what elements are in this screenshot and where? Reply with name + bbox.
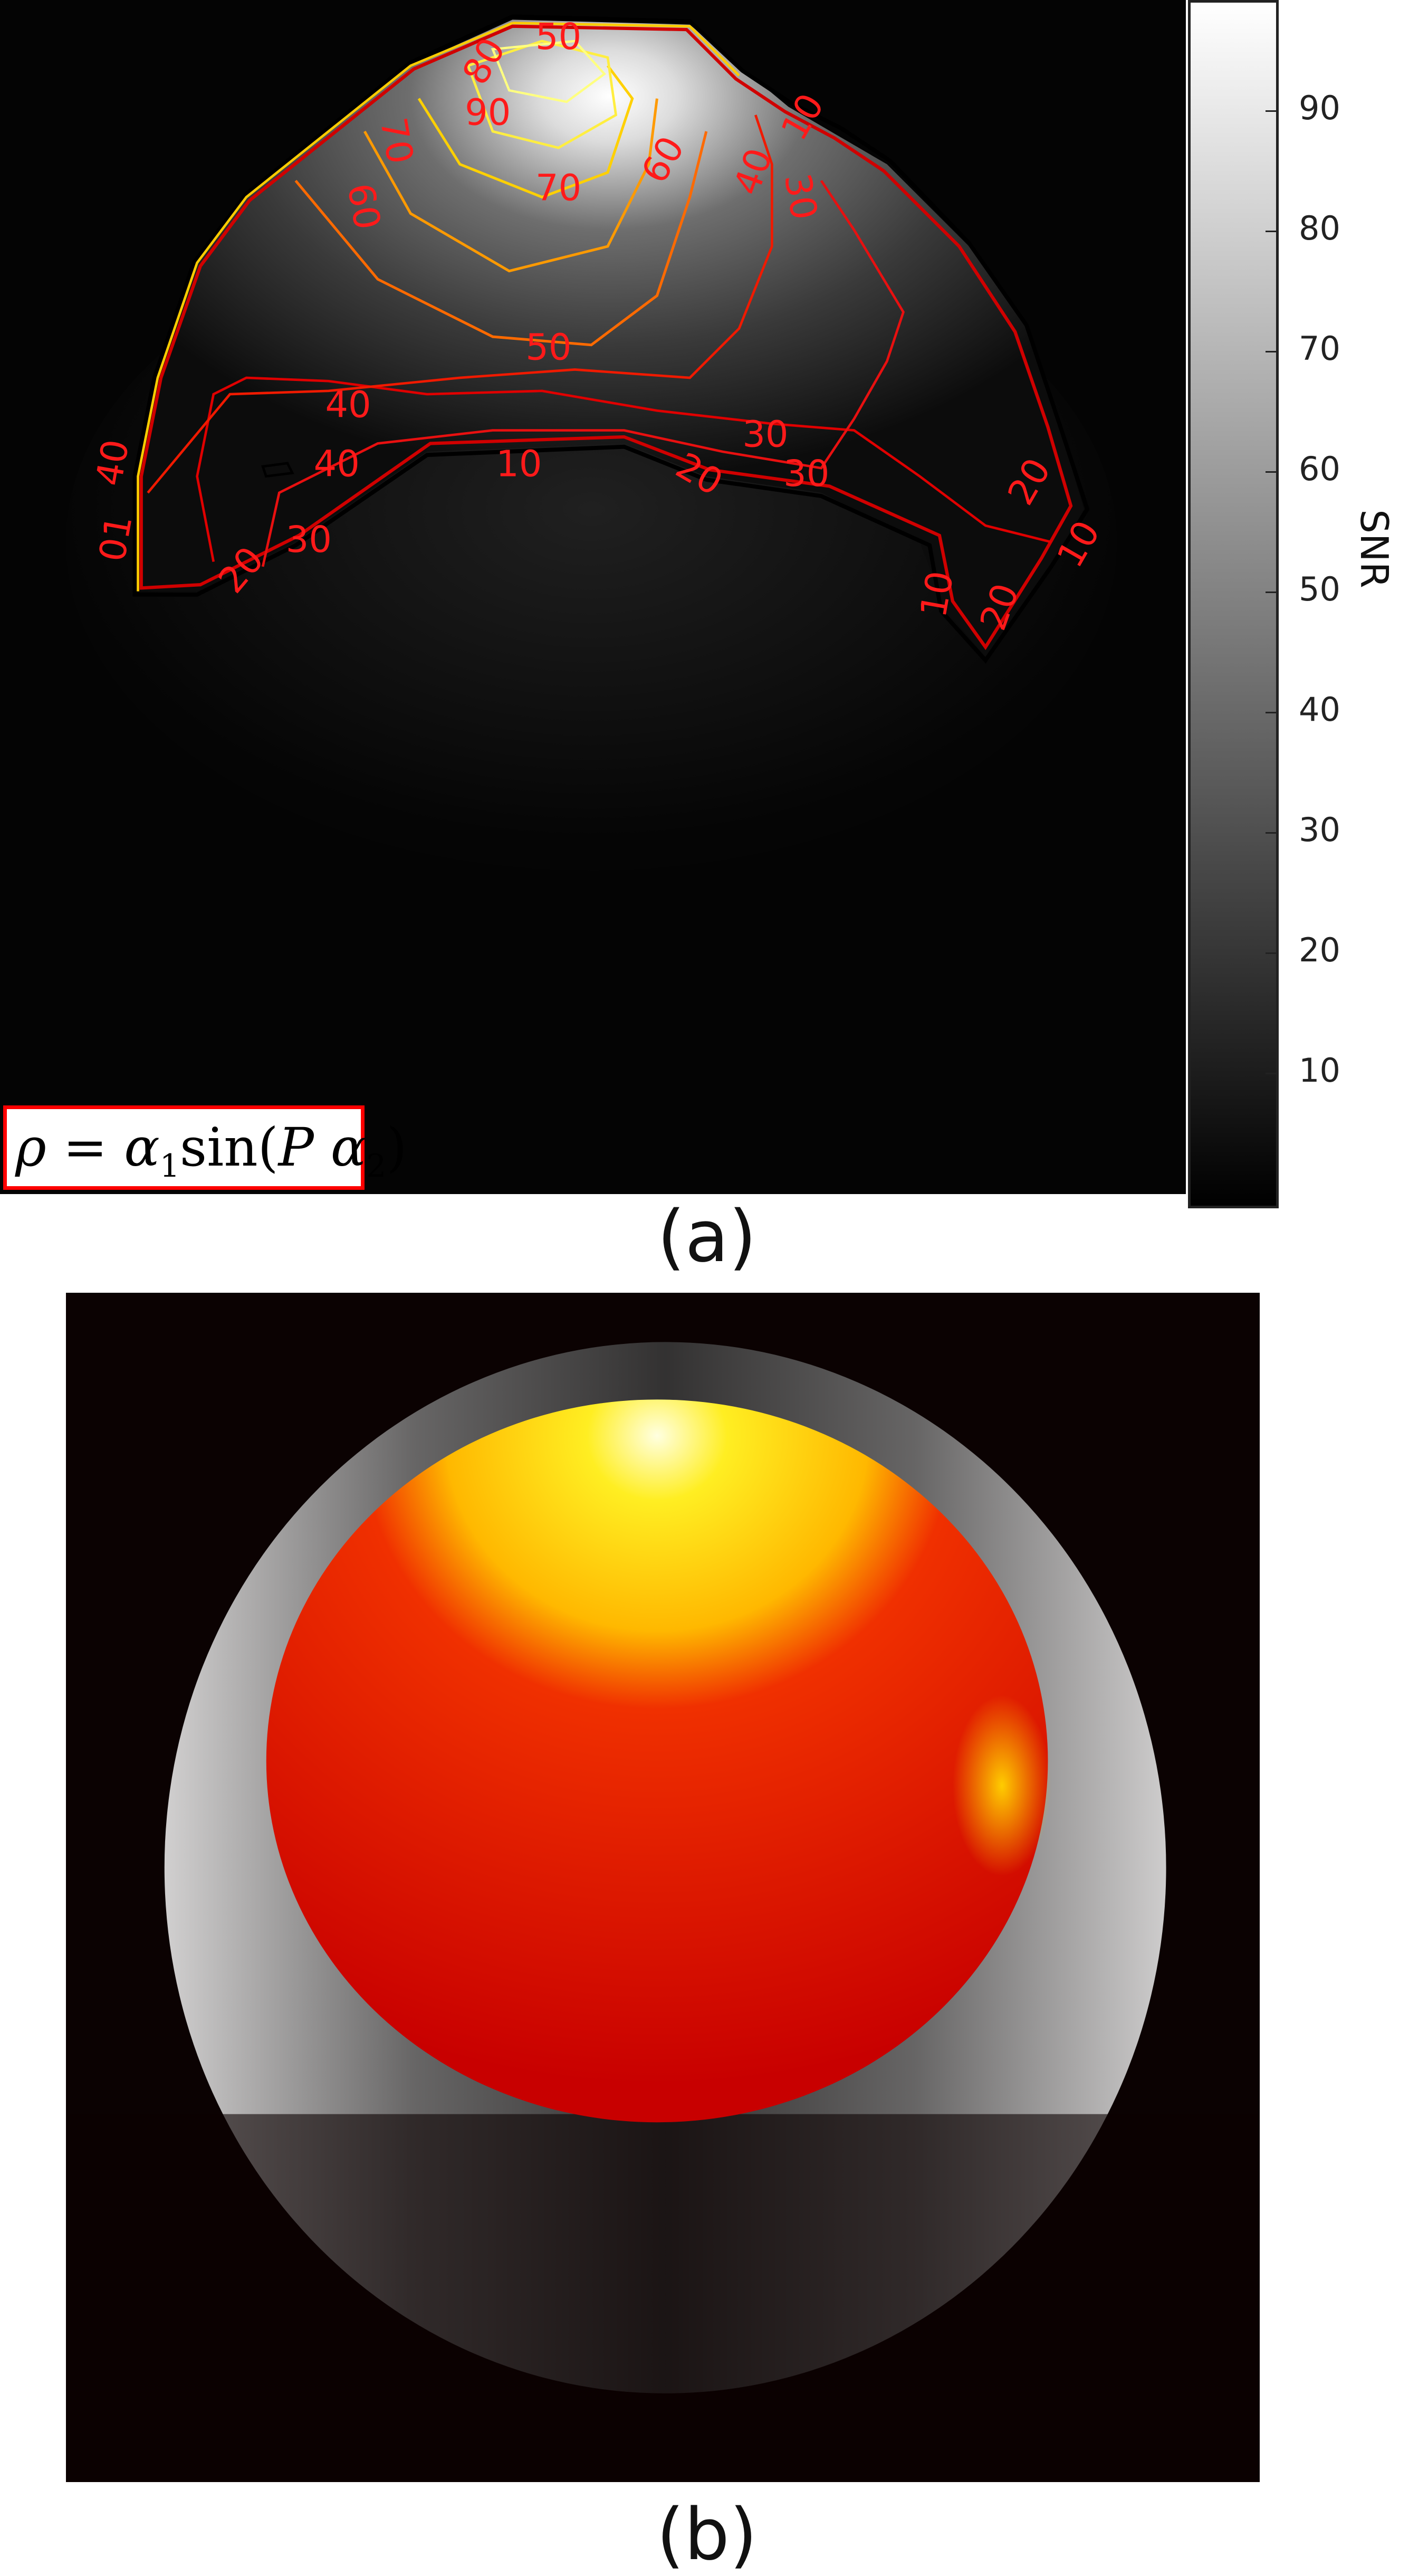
- alpha-symbol: α: [124, 1117, 160, 1178]
- colorbar-tick-label: 50: [1299, 570, 1340, 609]
- lower-noise-region: [66, 2114, 1260, 2482]
- contour-60: [363, 98, 658, 273]
- contour-80: [466, 40, 618, 149]
- subscript-2: 2: [366, 1148, 387, 1185]
- p-symbol: P: [278, 1117, 314, 1178]
- subscript-1: 1: [159, 1148, 180, 1185]
- panel-label-b: (b): [656, 2493, 758, 2576]
- contour-20: [196, 376, 1052, 562]
- contour-outline-black: [132, 14, 1090, 664]
- equals-sign: =: [63, 1117, 108, 1178]
- hot-spot-right: [952, 1695, 1051, 1876]
- close-paren: ): [386, 1117, 407, 1178]
- contour-label: 40: [314, 443, 360, 485]
- contour-label: 30: [783, 453, 829, 495]
- colorbar-tick: [1266, 1072, 1276, 1074]
- contour-label: 10: [496, 443, 542, 485]
- panel-label-a: (a): [657, 1195, 757, 1278]
- colorbar-tick: [1266, 832, 1276, 834]
- colorbar-tick-label: 80: [1299, 209, 1340, 248]
- hot-overlay-disk: [266, 1399, 1048, 2123]
- contour-50: [294, 131, 708, 347]
- colorbar-tick: [1266, 350, 1276, 352]
- contour-30: [261, 180, 905, 567]
- contour-label: 90: [465, 91, 511, 133]
- colorbar-label: SNR: [1352, 509, 1396, 588]
- colorbar-tick: [1266, 471, 1276, 473]
- formula-annotation: ρ = α1sin(P α2): [3, 1105, 407, 1190]
- colorbar-tick-label: 40: [1299, 690, 1340, 729]
- colorbar-tick: [1266, 952, 1276, 954]
- contour-label: 60: [339, 180, 388, 233]
- colorbar-tick-label: 90: [1299, 89, 1340, 128]
- contour-label: 30: [776, 170, 826, 223]
- contour-label: 50: [525, 327, 571, 369]
- contour-10: [139, 24, 1073, 651]
- overlay-map-panel-b: [66, 1293, 1260, 2482]
- contour-40: [147, 115, 773, 494]
- contour-label: 40: [88, 436, 138, 489]
- colorbar-tick-label: 60: [1299, 450, 1340, 489]
- contour-label: 30: [742, 414, 788, 456]
- rho-symbol: ρ: [15, 1117, 46, 1178]
- alpha-symbol-2: α: [330, 1117, 367, 1178]
- sin-function: sin(: [179, 1117, 279, 1178]
- contour-small-loop: [261, 462, 294, 478]
- contour-70: [417, 65, 634, 199]
- phantom-signal: [135, 20, 1084, 657]
- contour-90: [491, 40, 607, 103]
- colorbar-tick-label: 70: [1299, 329, 1340, 368]
- contour-label: 30: [286, 519, 332, 561]
- colorbar: [1188, 0, 1279, 1208]
- contour-label: 70: [372, 115, 421, 167]
- colorbar-tick: [1266, 110, 1276, 112]
- contour-label: 10: [913, 568, 962, 621]
- colorbar-tick: [1266, 711, 1276, 713]
- contour-label: 70: [535, 167, 581, 209]
- contour-label: 40: [325, 384, 371, 426]
- contour-label: 01: [91, 512, 141, 565]
- colorbar-tick-label: 30: [1299, 810, 1340, 850]
- colorbar-tick-label: 20: [1299, 931, 1340, 970]
- colorbar-tick: [1266, 230, 1276, 232]
- contour-label: 50: [535, 16, 581, 58]
- colorbar-tick-label: 10: [1299, 1051, 1340, 1090]
- contour-rim-yellow: [137, 22, 740, 591]
- colorbar-tick: [1266, 591, 1276, 593]
